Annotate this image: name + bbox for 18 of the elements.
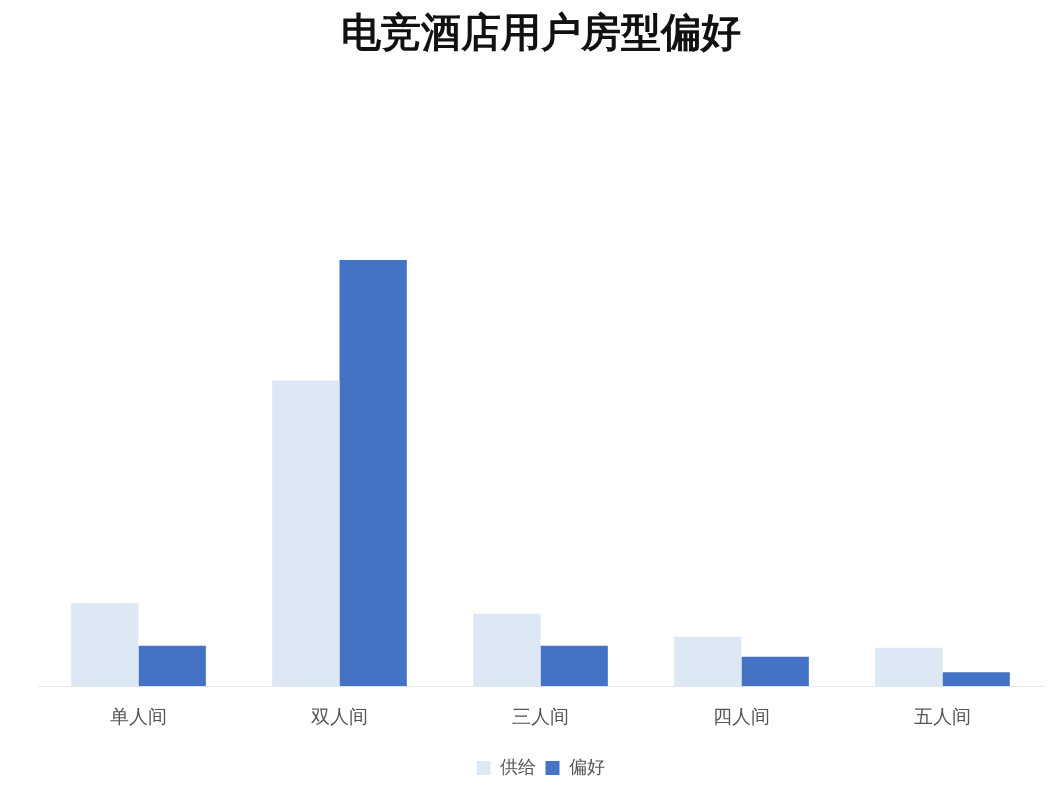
bar	[71, 603, 139, 687]
bar	[875, 647, 943, 687]
bar	[674, 636, 742, 687]
x-tick-label: 五人间	[914, 704, 971, 727]
bar	[540, 645, 608, 687]
chart-title: 电竞酒店用户房型偏好	[340, 9, 741, 56]
bar	[272, 380, 340, 687]
x-tick-label: 双人间	[311, 704, 368, 727]
bar	[942, 672, 1010, 687]
x-tick-label: 单人间	[110, 704, 167, 727]
x-tick-label: 四人间	[713, 704, 770, 727]
bar	[741, 656, 809, 687]
bar	[138, 645, 206, 687]
legend-label: 偏好	[568, 755, 605, 777]
x-tick-label: 三人间	[512, 704, 569, 727]
legend-label: 供给	[499, 755, 536, 777]
bar	[339, 260, 407, 687]
bar	[473, 613, 541, 687]
